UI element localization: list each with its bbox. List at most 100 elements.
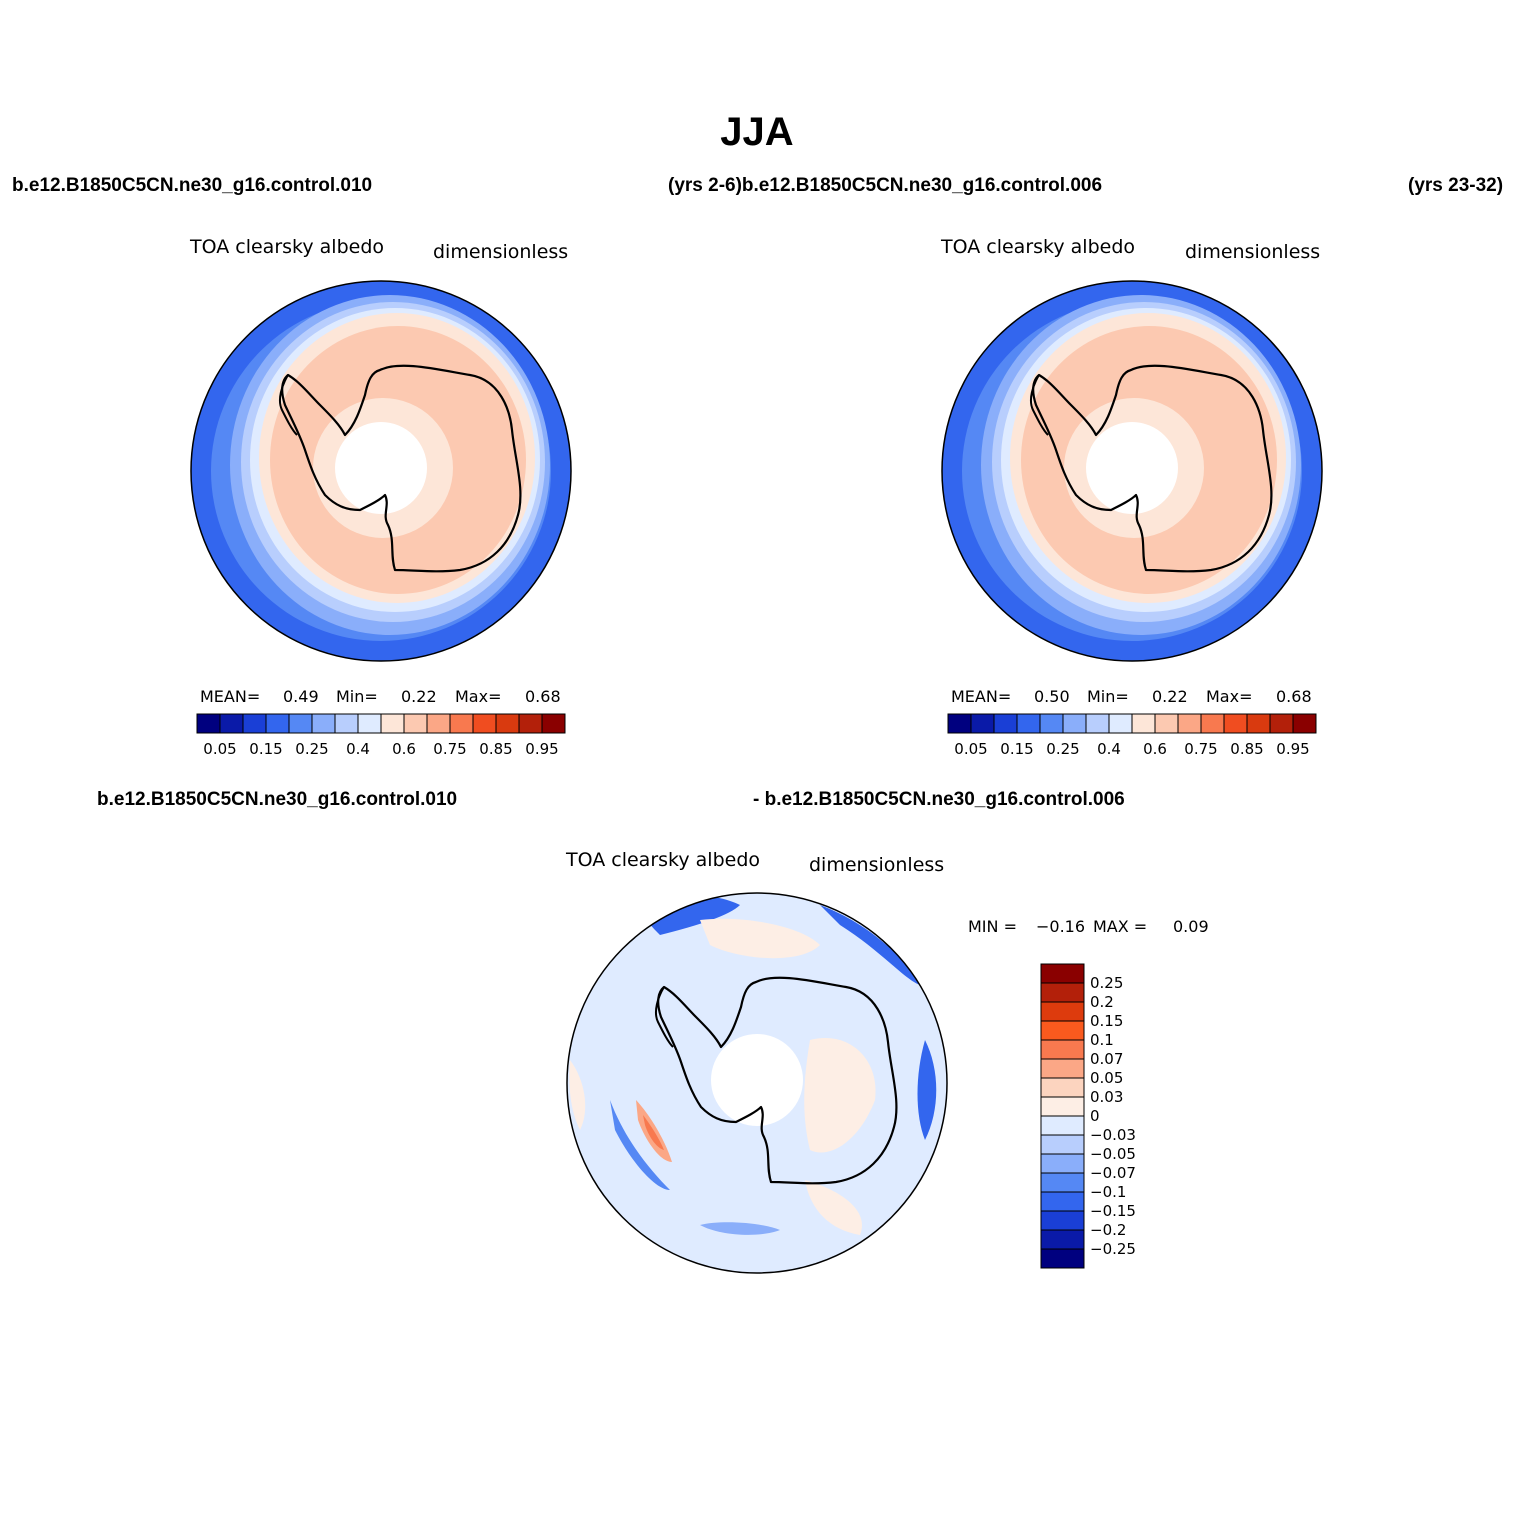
colorbar-panel1-swatch [311,713,336,734]
case-label-right: (yrs 23-32) [1408,175,1504,196]
map-panel1 [190,280,572,662]
diff-case-a: b.e12.B1850C5CN.ne30_g16.control.010 [97,789,458,810]
colorbar-panel2-swatch [1131,713,1156,734]
colorbar-panel1-tick-label: 0.75 [433,740,466,758]
colorbar-panel2-tick-label: 0.25 [1046,740,1079,758]
colorbar-panel1-swatch [288,713,313,734]
colorbar-panel1-swatch [541,713,566,734]
colorbar-difference-swatch [1040,1210,1085,1231]
colorbar-panel2-swatch [1085,713,1110,734]
panel1-max-label: Max= [455,687,502,706]
map-difference [566,892,948,1274]
case-label-middle: (yrs 2-6)b.e12.B1850C5CN.ne30_g16.contro… [668,175,1103,196]
panel2-min: 0.22 [1152,687,1188,706]
colorbar-panel1-swatch [472,713,497,734]
colorbar-panel2-tick-label: 0.85 [1230,740,1263,758]
diff-min-label: MIN = [968,917,1017,936]
colorbar-panel1-swatch [403,713,428,734]
colorbar-panel1-swatch [426,713,451,734]
colorbar-panel2: 0.05 0.15 0.25 0.4 0.6 0.75 0.85 0.95 [947,713,1317,758]
colorbar-difference-swatch [1040,1115,1085,1136]
colorbar-difference-tick-label: −0.15 [1090,1202,1136,1220]
colorbar-panel1-swatch [380,713,405,734]
diff-variable: TOA clearsky albedo [566,849,760,871]
panel1-units: dimensionless [433,241,569,263]
panel2-max-label: Max= [1206,687,1253,706]
colorbar-difference-tick-label: −0.03 [1090,1126,1136,1144]
colorbar-panel1-swatch [242,713,267,734]
panel1-mean: 0.49 [283,687,319,706]
panel1-min-label: Min= [336,687,378,706]
panel2-max: 0.68 [1276,687,1312,706]
panel1-max: 0.68 [525,687,561,706]
panel2-variable: TOA clearsky albedo [941,236,1135,258]
colorbar-panel2-swatch [1292,713,1317,734]
panel2-units: dimensionless [1185,241,1321,263]
panel2-mean-label: MEAN= [951,687,1012,706]
colorbar-difference-tick-label: 0.05 [1090,1069,1123,1087]
colorbar-panel2-tick-label: 0.4 [1097,740,1121,758]
colorbar-panel2-swatch [1108,713,1133,734]
colorbar-panel2-swatch [993,713,1018,734]
colorbar-difference-swatch [1040,963,1085,984]
colorbar-panel2-swatch [1016,713,1041,734]
panel2-min-label: Min= [1087,687,1129,706]
colorbar-panel1-tick-label: 0.95 [525,740,558,758]
diff-min: −0.16 [1036,917,1086,936]
colorbar-panel1-swatch [334,713,359,734]
colorbar-difference-tick-label: 0.2 [1090,993,1114,1011]
colorbar-difference-swatch [1040,1172,1085,1193]
colorbar-panel1-tick-label: 0.4 [346,740,370,758]
colorbar-difference-swatch [1040,1058,1085,1079]
colorbar-panel2-swatch [1039,713,1064,734]
colorbar-panel2-swatch [1223,713,1248,734]
colorbar-difference-swatch [1040,1191,1085,1212]
colorbar-panel2-tick-label: 0.6 [1143,740,1167,758]
colorbar-panel1-swatch [219,713,244,734]
colorbar-panel2-swatch [1246,713,1271,734]
colorbar-panel2-swatch [1200,713,1225,734]
colorbar-panel2-swatch [1269,713,1294,734]
colorbar-difference-tick-label: 0.03 [1090,1088,1123,1106]
colorbar-difference-swatch [1040,1153,1085,1174]
colorbar-difference-tick-label: 0.15 [1090,1012,1123,1030]
colorbar-difference-tick-label: −0.1 [1090,1183,1126,1201]
colorbar-difference-tick-label: 0.07 [1090,1050,1123,1068]
colorbar-panel1-tick-label: 0.6 [392,740,416,758]
colorbar-panel2-swatch [1177,713,1202,734]
diff-case-b: - b.e12.B1850C5CN.ne30_g16.control.006 [753,789,1125,810]
colorbar-difference-tick-label: 0.1 [1090,1031,1114,1049]
colorbar-panel2-swatch [947,713,972,734]
figure-title: JJA [720,110,794,154]
colorbar-panel2-swatch [970,713,995,734]
colorbar-panel1-swatch [449,713,474,734]
colorbar-panel2-tick-label: 0.15 [1000,740,1033,758]
colorbar-panel1-tick-label: 0.15 [249,740,282,758]
panel1-variable: TOA clearsky albedo [190,236,384,258]
colorbar-panel1-swatch [357,713,382,734]
case-label-left: b.e12.B1850C5CN.ne30_g16.control.010 [12,175,373,196]
panel1-min: 0.22 [401,687,437,706]
colorbar-difference-swatch [1040,1229,1085,1250]
diff-max: 0.09 [1173,917,1209,936]
colorbar-difference-swatch [1040,1039,1085,1060]
colorbar-panel1-tick-label: 0.25 [295,740,328,758]
colorbar-panel1-swatch [495,713,520,734]
panel2-mean: 0.50 [1034,687,1070,706]
colorbar-difference-swatch [1040,1134,1085,1155]
colorbar-panel1-swatch [265,713,290,734]
colorbar-difference-swatch [1040,1096,1085,1117]
colorbar-difference-swatch [1040,1077,1085,1098]
map-panel2 [941,280,1323,662]
diff-max-label: MAX = [1093,917,1148,936]
colorbar-difference-swatch [1040,1248,1085,1269]
colorbar-difference-tick-label: 0.25 [1090,974,1123,992]
colorbar-difference-tick-label: −0.25 [1090,1240,1136,1258]
colorbar-panel1-swatch [196,713,221,734]
colorbar-panel1-tick-label: 0.85 [479,740,512,758]
colorbar-panel2-swatch [1154,713,1179,734]
colorbar-difference-tick-label: 0 [1090,1107,1100,1125]
colorbar-panel1: 0.05 0.15 0.25 0.4 0.6 0.75 0.85 0.95 [196,713,566,758]
diff-units: dimensionless [809,854,945,876]
